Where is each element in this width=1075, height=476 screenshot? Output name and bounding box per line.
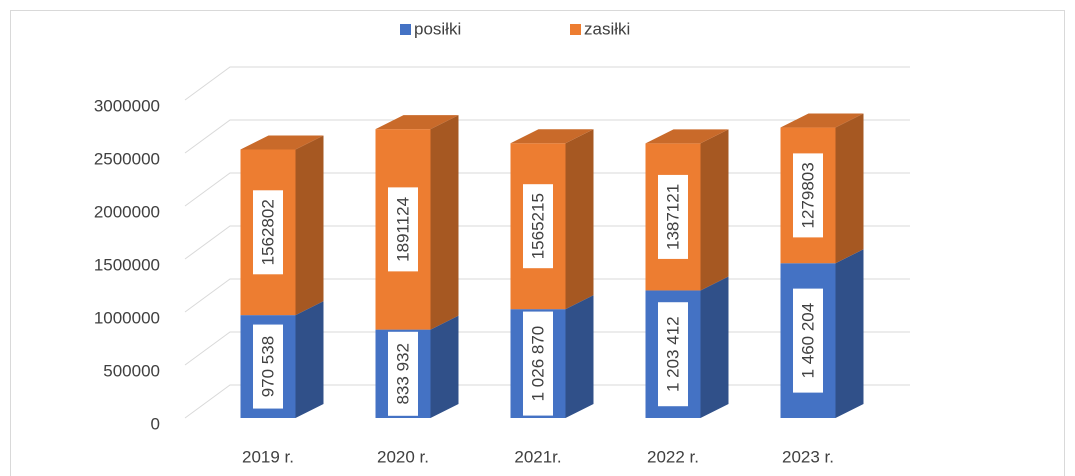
grid-line [184,66,910,101]
data-label-group: 1565215 [523,184,553,269]
bar-side [835,249,864,418]
bar-top [240,135,324,150]
x-tick-label: 2019 r. [242,447,294,466]
data-label-group: 833 932 [388,331,418,416]
data-label-box [523,311,553,416]
data-label-box [253,324,283,409]
x-tick-label: 2023 r. [782,447,834,466]
data-label-group: 1 203 412 [658,302,688,407]
data-label-group: 1387121 [658,174,688,259]
x-tick-label: 2021r. [514,447,561,466]
bar-top [645,129,729,144]
data-label-box [793,153,823,238]
y-tick-label: 500000 [103,361,160,380]
y-tick-label: 2500000 [94,149,160,168]
bar-side [295,135,324,316]
legend-label: posiłki [414,19,461,38]
chart-frame [10,10,1065,476]
bar-top [375,115,459,130]
y-tick-label: 1000000 [94,308,160,327]
bar-side [700,129,729,291]
bar-side [430,115,459,330]
bar-side [565,129,594,310]
data-label-group: 970 538 [253,324,283,409]
bar-top [780,113,864,128]
data-label: 1279803 [798,162,817,228]
data-label: 1 460 204 [798,303,817,379]
data-label-box [523,184,553,269]
data-label: 1891124 [393,197,412,262]
x-tick-label: 2020 r. [377,447,429,466]
bar-side [565,295,594,418]
data-label-group: 1 460 204 [793,288,823,393]
data-label-group: 1562802 [253,190,283,275]
data-label-box [658,302,688,407]
data-label: 1 203 412 [663,316,682,392]
data-label: 1562802 [258,199,277,265]
data-label: 1 026 870 [528,326,547,402]
data-label-group: 1 026 870 [523,311,553,416]
bar-side [430,315,459,418]
x-tick-label: 2022 r. [647,447,699,466]
bar-top [510,129,594,144]
data-label-box [388,331,418,416]
bar-side [835,113,864,264]
data-label: 1565215 [528,193,547,259]
bar-side [700,276,729,418]
legend-swatch [570,24,581,35]
data-label: 1387121 [663,184,682,250]
data-label: 970 538 [258,336,277,397]
y-tick-label: 2000000 [94,202,160,221]
grid-line [184,119,910,154]
bar-side [295,301,324,418]
legend-label: zasiłki [584,19,630,38]
y-tick-label: 1500000 [94,255,160,274]
data-label-box [658,174,688,259]
data-label-box [253,190,283,275]
data-label-group: 1891124 [388,187,418,272]
data-label-box [793,288,823,393]
data-label: 833 932 [393,343,412,404]
data-label-group: 1279803 [793,153,823,238]
legend-swatch [400,24,411,35]
data-label-box [388,187,418,272]
y-tick-label: 3000000 [94,96,160,115]
y-tick-label: 0 [151,414,160,433]
